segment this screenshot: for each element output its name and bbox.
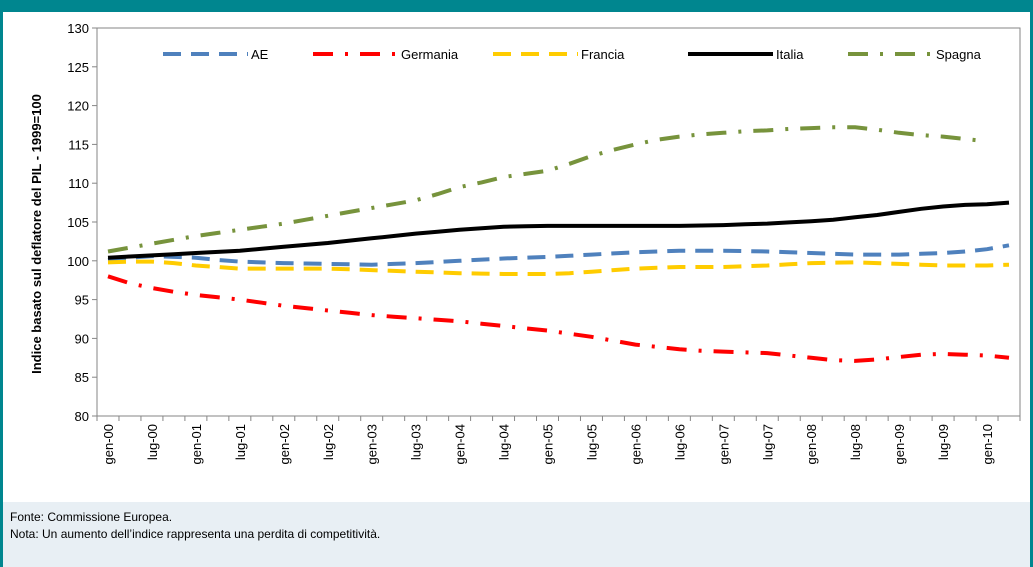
y-tick-label: 125 <box>67 60 89 75</box>
x-tick-label: gen-05 <box>541 424 556 464</box>
y-tick-label: 90 <box>75 331 89 346</box>
x-tick-label: lug-05 <box>584 424 599 460</box>
y-tick-label: 100 <box>67 254 89 269</box>
x-tick-label: lug-07 <box>760 424 775 460</box>
x-tick-label: gen-04 <box>453 424 468 464</box>
series-line <box>107 259 1010 276</box>
x-tick-label: gen-08 <box>804 424 819 464</box>
x-tick-label: gen-03 <box>365 424 380 464</box>
x-tick-label: gen-09 <box>892 424 907 464</box>
header-band <box>0 0 1033 12</box>
y-tick-label: 105 <box>67 215 89 230</box>
y-tick-label: 120 <box>67 99 89 114</box>
legend-bg <box>159 44 319 64</box>
y-tick-label: 130 <box>67 21 89 36</box>
plot-area <box>96 27 1021 417</box>
x-tick-label: gen-02 <box>277 424 292 464</box>
y-tick-label: 115 <box>68 137 89 152</box>
x-tick-label: gen-07 <box>716 424 731 464</box>
x-tick-label: lug-00 <box>145 424 160 460</box>
series-line <box>107 200 1010 260</box>
series-line <box>107 243 1010 267</box>
x-tick-label: gen-01 <box>189 424 204 464</box>
x-tick-label: gen-10 <box>980 424 995 464</box>
series-line <box>107 125 988 254</box>
left-border <box>0 12 3 567</box>
source-note: Fonte: Commissione Europea. <box>10 510 173 524</box>
y-tick-label: 85 <box>75 370 89 385</box>
x-tick-label: lug-04 <box>497 424 512 460</box>
legend-label: Italia <box>776 47 804 62</box>
x-tick-label: lug-02 <box>321 424 336 460</box>
series-line <box>107 274 1010 363</box>
legend-label: Germania <box>401 47 459 62</box>
legend-bg <box>489 44 649 64</box>
y-axis-label: Indice basato sul deflatore del PIL - 19… <box>29 94 44 374</box>
x-tick-label: lug-09 <box>936 424 951 460</box>
legend-label: Spagna <box>936 47 982 62</box>
x-tick-label: gen-06 <box>628 424 643 464</box>
chart: Indice basato sul deflatore del PIL - 19… <box>3 12 1030 502</box>
right-border <box>1030 12 1033 567</box>
x-tick-label: lug-01 <box>233 424 248 460</box>
legend-label: AE <box>251 47 269 62</box>
footnote: Nota: Un aumento dell’indice rappresenta… <box>10 527 381 541</box>
legend-bg <box>844 44 1004 64</box>
y-tick-label: 95 <box>75 293 89 308</box>
x-tick-label: lug-06 <box>672 424 687 460</box>
legend-label: Francia <box>581 47 625 62</box>
y-tick-label: 110 <box>68 176 89 191</box>
y-tick-label: 80 <box>75 409 89 424</box>
legend-bg <box>309 44 469 64</box>
x-tick-label: lug-03 <box>409 424 424 460</box>
x-tick-label: gen-00 <box>101 424 116 464</box>
x-tick-label: lug-08 <box>848 424 863 460</box>
